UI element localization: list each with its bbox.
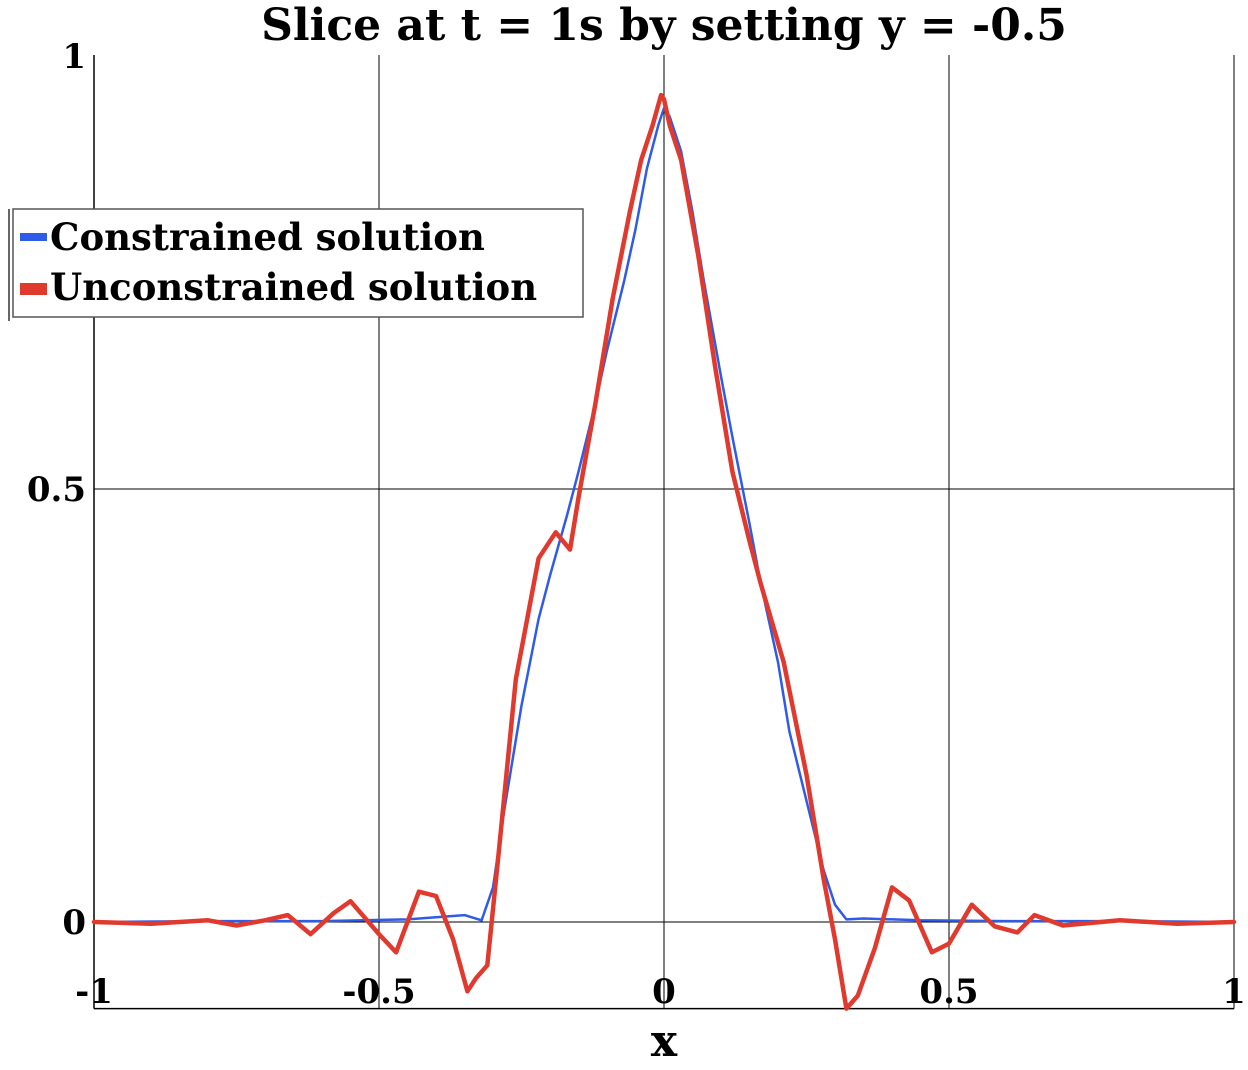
legend-swatch — [20, 233, 47, 241]
y-tick-label: 0.5 — [27, 470, 86, 510]
y-tick-labels: 00.51 — [27, 37, 86, 943]
chart-title: Slice at t = 1s by setting y = -0.5 — [261, 0, 1067, 51]
legend-label: Unconstrained solution — [50, 265, 537, 309]
x-tick-labels: -1 -0.5 0 0.5 1 — [75, 972, 1246, 1012]
x-tick-label: -1 — [75, 972, 113, 1012]
grid — [94, 55, 1235, 1009]
legend-label: Constrained solution — [50, 215, 485, 259]
legend-box — [12, 208, 584, 318]
x-tick-label: 0 — [652, 972, 676, 1012]
x-tick-label: 1 — [1222, 972, 1246, 1012]
legend-swatch — [20, 283, 47, 295]
series-lines — [91, 92, 1237, 1011]
x-tick-label: 0.5 — [919, 972, 978, 1012]
x-tick-label: -0.5 — [342, 972, 415, 1012]
series-line-unconstrained — [91, 92, 1237, 1011]
legend: Constrained solution Unconstrained soluti… — [8, 208, 584, 321]
x-axis-label: x — [651, 1016, 678, 1067]
y-tick-label: 1 — [62, 37, 86, 77]
y-tick-label: 0 — [62, 903, 86, 943]
